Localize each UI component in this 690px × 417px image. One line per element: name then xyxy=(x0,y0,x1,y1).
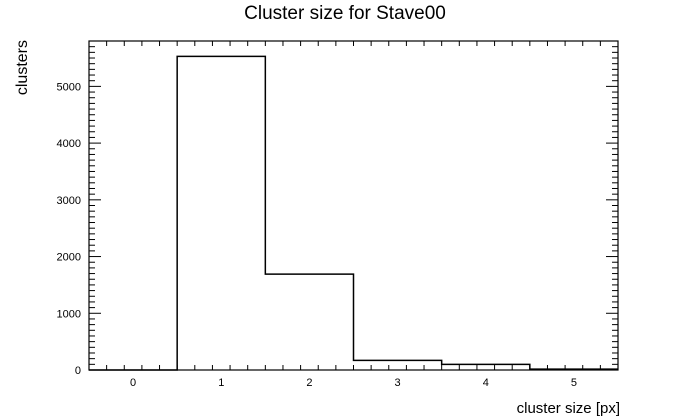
y-tick-label: 1000 xyxy=(57,308,81,320)
y-tick-label: 4000 xyxy=(57,138,81,150)
x-tick-label: 1 xyxy=(218,377,224,389)
x-tick-label: 4 xyxy=(483,377,489,389)
histogram-outline xyxy=(89,55,618,371)
axis-ticks xyxy=(88,40,619,371)
x-tick-label: 0 xyxy=(130,377,136,389)
y-tick-label: 3000 xyxy=(57,195,81,207)
y-tick-label: 0 xyxy=(75,365,81,377)
x-axis-label: cluster size [px] xyxy=(516,400,620,417)
x-tick-label: 2 xyxy=(306,377,312,389)
x-tick-label: 3 xyxy=(395,377,401,389)
y-tick-label: 5000 xyxy=(57,81,81,93)
x-tick-label: 5 xyxy=(571,377,577,389)
chart-title: Cluster size for Stave00 xyxy=(244,3,446,24)
y-tick-label: 2000 xyxy=(57,252,81,264)
tick-labels: 0 1000 2000 3000 4000 5000 0 1 2 3 4 5 xyxy=(57,81,577,389)
